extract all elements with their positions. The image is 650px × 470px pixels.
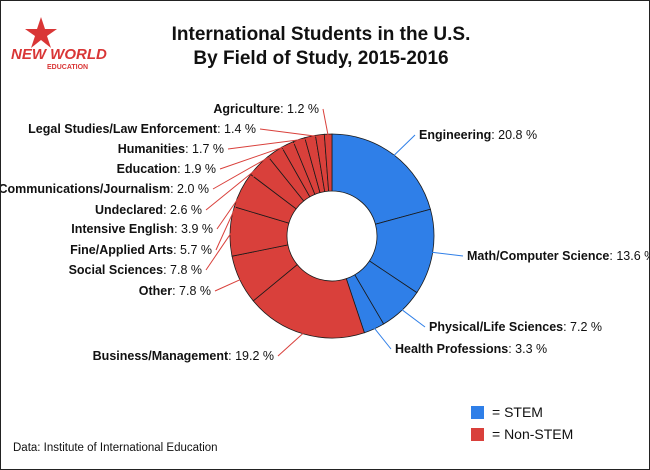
chart-title: International Students in the U.S. By Fi… xyxy=(91,23,551,71)
slice-label: Health Professions: 3.3 % xyxy=(395,342,547,356)
slice-label: Math/Computer Science: 13.6 % xyxy=(467,249,649,263)
slice-label-value: : 19.2 % xyxy=(228,349,274,363)
slice-label-value: : 20.8 % xyxy=(491,128,537,142)
leader-line xyxy=(259,128,321,138)
leader-line xyxy=(216,166,261,230)
slice-label-name: Fine/Applied Arts xyxy=(70,243,173,257)
leader-line xyxy=(205,152,277,211)
slice-label-value: : 1.4 % xyxy=(217,122,256,136)
logo-line2: EDUCATION xyxy=(47,64,88,71)
legend-item-non-stem: = Non-STEM xyxy=(471,423,573,445)
legend-item-stem: = STEM xyxy=(471,401,573,423)
slice-label-value: : 1.2 % xyxy=(280,102,319,116)
slice-label: Communications/Journalism: 2.0 % xyxy=(1,182,209,196)
chart-title-line1: International Students in the U.S. xyxy=(171,24,471,45)
leader-line xyxy=(219,140,300,170)
slice-label-name: Communications/Journalism xyxy=(1,182,170,196)
slice-label: Legal Studies/Law Enforcement: 1.4 % xyxy=(28,122,256,136)
leader-line xyxy=(227,137,311,150)
slice-label: Agriculture: 1.2 % xyxy=(213,102,319,116)
slice-label: Physical/Life Sciences: 7.2 % xyxy=(429,320,602,334)
slice-engineering xyxy=(331,133,431,225)
data-source-note: Data: Institute of International Educati… xyxy=(13,442,218,454)
new-world-education-logo: NEW WORLD EDUCATION xyxy=(11,17,107,71)
slice-label: Education: 1.9 % xyxy=(117,162,216,176)
slice-label-value: : 3.9 % xyxy=(174,222,213,236)
slice-label-value: : 7.8 % xyxy=(163,263,202,277)
leader-line xyxy=(372,326,392,350)
slice-label: Social Sciences: 7.8 % xyxy=(69,263,202,277)
slice-labels: Engineering: 20.8 % Math/Computer Science… xyxy=(1,102,649,363)
slice-label: Fine/Applied Arts: 5.7 % xyxy=(70,243,212,257)
slice-label-name: Education xyxy=(117,162,177,176)
slice-label-name: Physical/Life Sciences xyxy=(429,320,563,334)
legend-swatch-non-stem xyxy=(471,427,484,441)
legend: = STEM = Non-STEM xyxy=(471,401,573,445)
slice-label-name: Undeclared xyxy=(95,203,163,217)
legend-label-non-stem: = Non-STEM xyxy=(492,426,574,442)
legend-label-stem: = STEM xyxy=(492,404,543,420)
slice-label: Engineering: 20.8 % xyxy=(419,128,537,142)
star-icon xyxy=(25,17,57,48)
slice-label-value: : 1.9 % xyxy=(177,162,216,176)
slice-label: Humanities: 1.7 % xyxy=(118,142,224,156)
leader-lines xyxy=(205,108,464,357)
chart-title-line2: By Field of Study, 2015-2016 xyxy=(193,48,449,69)
slice-label-value: : 7.2 % xyxy=(563,320,602,334)
slice-business-management xyxy=(252,264,365,339)
slice-label-name: Humanities xyxy=(118,142,185,156)
slice-label-name: Social Sciences xyxy=(69,263,164,277)
slice-label-value: : 2.6 % xyxy=(163,203,202,217)
leader-line xyxy=(215,190,244,251)
slice-label-value: : 1.7 % xyxy=(185,142,224,156)
leader-line xyxy=(214,278,242,292)
leader-line xyxy=(212,145,289,190)
leader-line xyxy=(277,331,305,357)
leader-line xyxy=(430,251,464,257)
slice-label-name: Intensive English xyxy=(71,222,174,236)
slice-label: Intensive English: 3.9 % xyxy=(71,222,213,236)
slice-label-name: Agriculture xyxy=(213,102,280,116)
slice-label-name: Other xyxy=(139,284,172,298)
slice-label-value: : 13.6 % xyxy=(609,249,649,263)
slice-label-name: Math/Computer Science xyxy=(467,249,609,263)
slice-label-name: Business/Management xyxy=(93,349,229,363)
slice-label-value: : 2.0 % xyxy=(170,182,209,196)
leader-line xyxy=(400,308,426,328)
leader-line xyxy=(392,134,416,157)
slice-label-name: Health Professions xyxy=(395,342,508,356)
slice-label: Business/Management: 19.2 % xyxy=(93,349,274,363)
slice-label-name: Legal Studies/Law Enforcement xyxy=(28,122,218,136)
slice-agriculture xyxy=(323,133,333,192)
slice-label-value: : 7.8 % xyxy=(172,284,211,298)
slice-label-name: Engineering xyxy=(419,128,491,142)
slice-label-value: : 5.7 % xyxy=(173,243,212,257)
slice-label: Other: 7.8 % xyxy=(139,284,211,298)
leader-line xyxy=(205,231,233,271)
logo-line1: NEW WORLD xyxy=(11,46,107,63)
donut-slices xyxy=(229,133,435,339)
leader-line xyxy=(322,108,329,137)
slice-label-value: : 3.3 % xyxy=(508,342,547,356)
legend-swatch-stem xyxy=(471,405,484,419)
slice-label: Undeclared: 2.6 % xyxy=(95,203,202,217)
